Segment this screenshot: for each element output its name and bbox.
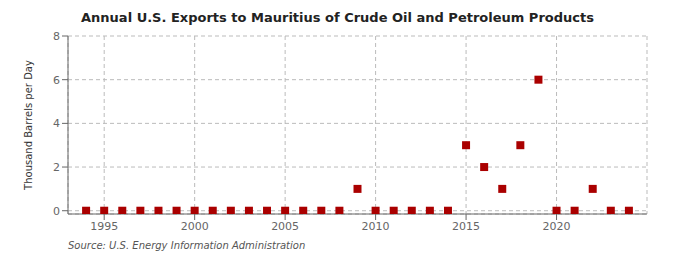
svg-text:2015: 2015	[452, 220, 480, 233]
svg-text:Thousand Barrels per Day: Thousand Barrels per Day	[23, 60, 34, 191]
svg-text:1995: 1995	[90, 220, 118, 233]
svg-text:2: 2	[53, 161, 60, 174]
svg-text:8: 8	[53, 30, 60, 43]
html-text:Source: U.S. Energy Informatio: Source: U.S. Energy Information Administ…	[68, 240, 306, 251]
svg-text:2020: 2020	[543, 220, 571, 233]
html-text:Annual U.S. Exports to Mauriti: Annual U.S. Exports to Mauritius of Crud…	[81, 10, 594, 25]
svg-text:2000: 2000	[181, 220, 209, 233]
svg-text:2005: 2005	[271, 220, 299, 233]
svg-text:4: 4	[53, 117, 60, 130]
svg-text:6: 6	[53, 74, 60, 87]
svg-text:0: 0	[53, 205, 60, 218]
svg-text:2010: 2010	[362, 220, 390, 233]
